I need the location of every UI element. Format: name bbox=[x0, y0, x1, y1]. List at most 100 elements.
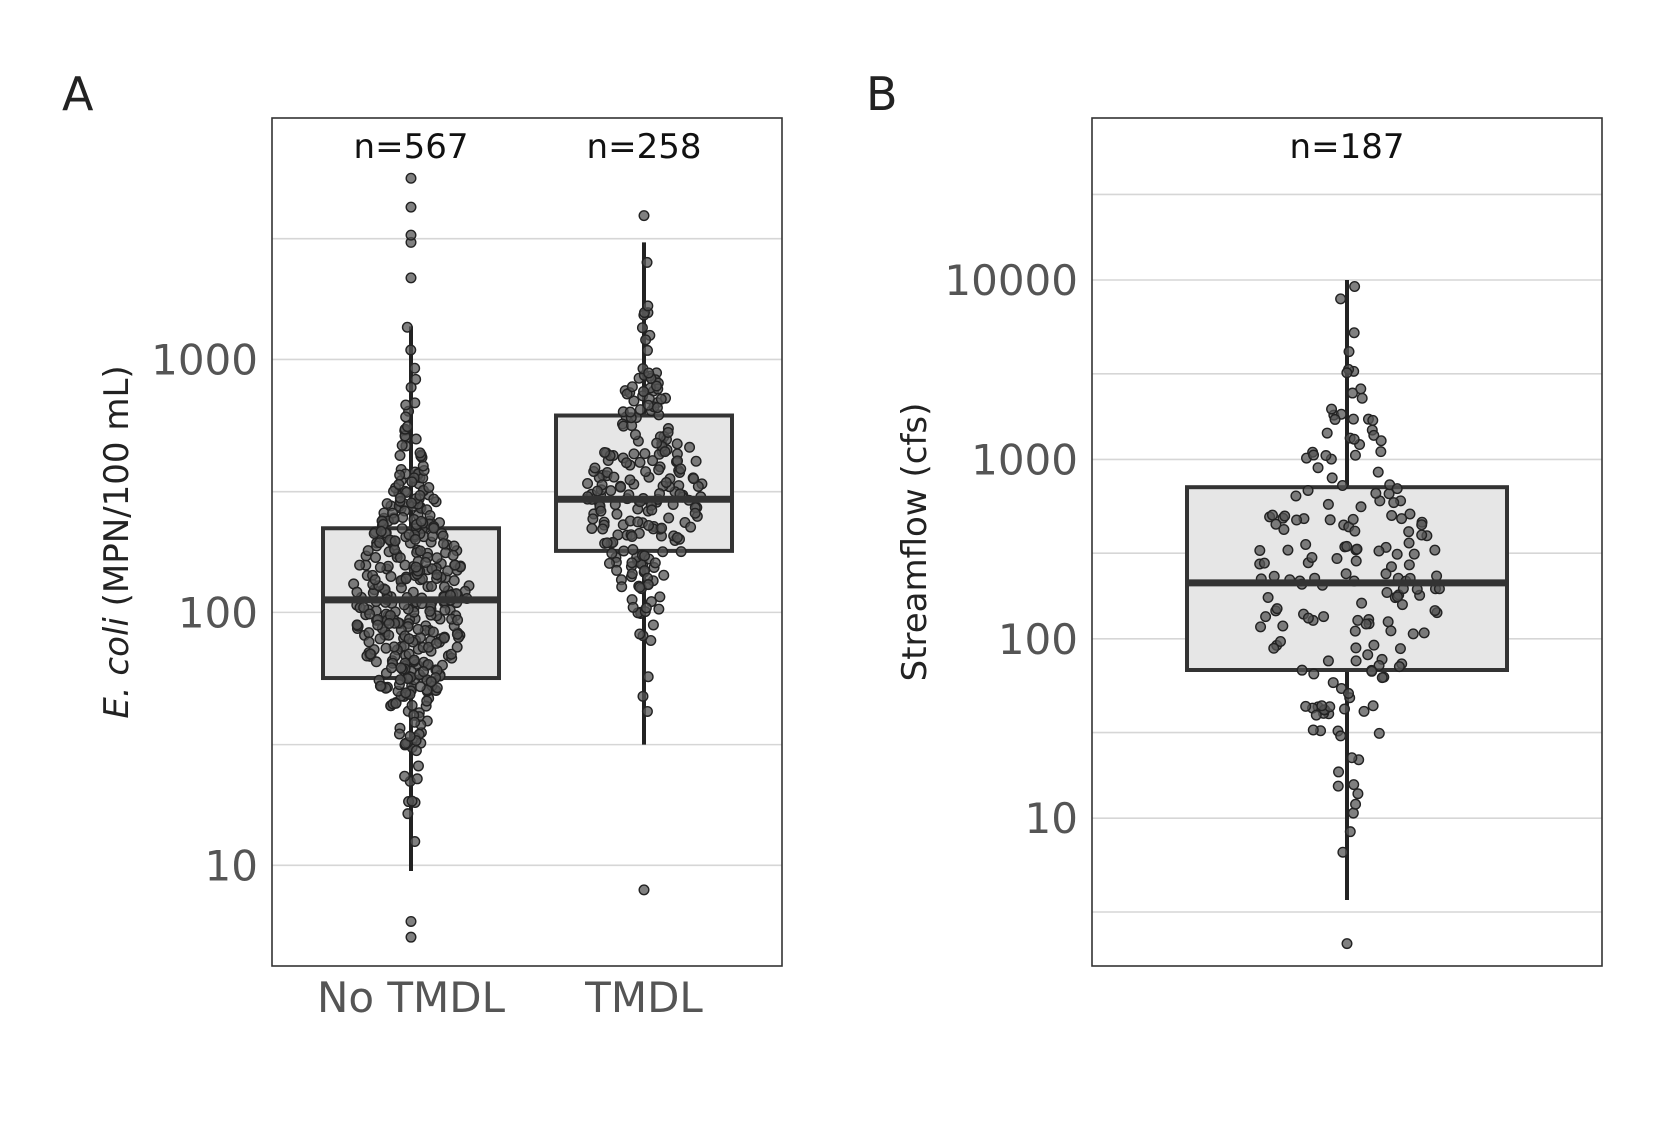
data-point bbox=[1347, 387, 1359, 399]
data-point bbox=[591, 485, 603, 497]
data-point bbox=[412, 760, 424, 772]
data-point bbox=[662, 426, 674, 438]
data-point bbox=[390, 697, 402, 709]
data-point bbox=[1318, 611, 1330, 623]
data-point bbox=[1348, 779, 1360, 791]
panel-a-label: A bbox=[62, 67, 94, 121]
sample-size-label: n=258 bbox=[587, 127, 702, 167]
data-point bbox=[1388, 497, 1400, 509]
data-point bbox=[431, 569, 443, 581]
data-point bbox=[375, 680, 387, 692]
data-point bbox=[418, 666, 430, 678]
data-point bbox=[1258, 557, 1270, 569]
data-point bbox=[1403, 526, 1415, 538]
data-point bbox=[1403, 537, 1415, 549]
data-point bbox=[430, 637, 442, 649]
data-point bbox=[660, 476, 672, 488]
data-point bbox=[399, 559, 411, 571]
data-point bbox=[1341, 367, 1353, 379]
data-point bbox=[1391, 483, 1403, 495]
data-point bbox=[445, 648, 457, 660]
y-tick-label: 1000 bbox=[151, 335, 258, 384]
data-point bbox=[1352, 614, 1364, 626]
data-point bbox=[642, 399, 654, 411]
data-point bbox=[640, 602, 652, 614]
data-point bbox=[1300, 700, 1312, 712]
data-point bbox=[364, 608, 376, 620]
x-tick-label: No TMDL bbox=[317, 973, 506, 1022]
data-point bbox=[420, 557, 432, 569]
data-point bbox=[599, 446, 611, 458]
data-point bbox=[401, 321, 413, 333]
data-point bbox=[684, 441, 696, 453]
data-point bbox=[1290, 490, 1302, 502]
data-point bbox=[1320, 450, 1332, 462]
data-point bbox=[632, 516, 644, 528]
data-point bbox=[1306, 551, 1318, 563]
panel-b: B 10 100 1000 10000 n=187 Streamflow (cfs) bbox=[866, 67, 1603, 967]
data-point bbox=[425, 676, 437, 688]
data-point bbox=[1329, 413, 1341, 425]
data-point bbox=[626, 568, 638, 580]
data-point bbox=[404, 730, 416, 742]
data-point bbox=[423, 481, 435, 493]
data-point bbox=[400, 399, 412, 411]
data-point bbox=[1350, 655, 1362, 667]
data-point bbox=[675, 546, 687, 558]
data-point bbox=[414, 489, 426, 501]
data-point bbox=[627, 601, 639, 613]
data-point bbox=[634, 628, 646, 640]
outlier-point bbox=[405, 229, 417, 241]
data-point bbox=[1368, 639, 1380, 651]
data-point bbox=[1429, 544, 1441, 556]
data-point bbox=[438, 632, 450, 644]
data-point bbox=[611, 564, 623, 576]
data-point bbox=[363, 636, 375, 648]
data-point bbox=[1385, 561, 1397, 573]
data-point bbox=[395, 582, 407, 594]
data-point bbox=[688, 473, 700, 485]
data-point bbox=[405, 344, 417, 356]
data-point bbox=[640, 334, 652, 346]
data-point bbox=[409, 397, 421, 409]
data-point bbox=[1346, 752, 1358, 764]
data-point bbox=[1331, 553, 1343, 565]
outlier-point bbox=[405, 201, 417, 213]
y-tick-label: 1000 bbox=[971, 435, 1078, 484]
data-point bbox=[675, 463, 687, 475]
data-point bbox=[601, 537, 613, 549]
data-point bbox=[626, 531, 638, 543]
data-point bbox=[1308, 449, 1320, 461]
outlier-point bbox=[638, 884, 650, 896]
sample-size-label: n=187 bbox=[1290, 127, 1405, 167]
data-point bbox=[1370, 487, 1382, 499]
data-point bbox=[624, 406, 636, 418]
data-point bbox=[438, 581, 450, 593]
data-point bbox=[1366, 665, 1378, 677]
outlier-point bbox=[1341, 938, 1353, 950]
data-point bbox=[605, 485, 617, 497]
data-point bbox=[383, 617, 395, 629]
data-point bbox=[624, 474, 636, 486]
data-point bbox=[626, 557, 638, 569]
data-point bbox=[1322, 498, 1334, 510]
data-point bbox=[1254, 544, 1266, 556]
data-point bbox=[1347, 513, 1359, 525]
data-point bbox=[671, 438, 683, 450]
data-point bbox=[409, 362, 421, 374]
data-point bbox=[406, 699, 418, 711]
data-point bbox=[1429, 605, 1441, 617]
data-point bbox=[396, 523, 408, 535]
data-point bbox=[386, 662, 398, 674]
data-point bbox=[427, 626, 439, 638]
y-tick-label: 10 bbox=[205, 841, 258, 890]
data-point bbox=[642, 300, 654, 312]
data-point bbox=[409, 716, 421, 728]
data-point bbox=[620, 457, 632, 469]
data-point bbox=[393, 478, 405, 490]
data-point bbox=[1373, 659, 1385, 671]
data-point bbox=[1350, 798, 1362, 810]
data-point bbox=[447, 549, 459, 561]
data-point bbox=[638, 385, 650, 397]
data-point bbox=[405, 497, 417, 509]
